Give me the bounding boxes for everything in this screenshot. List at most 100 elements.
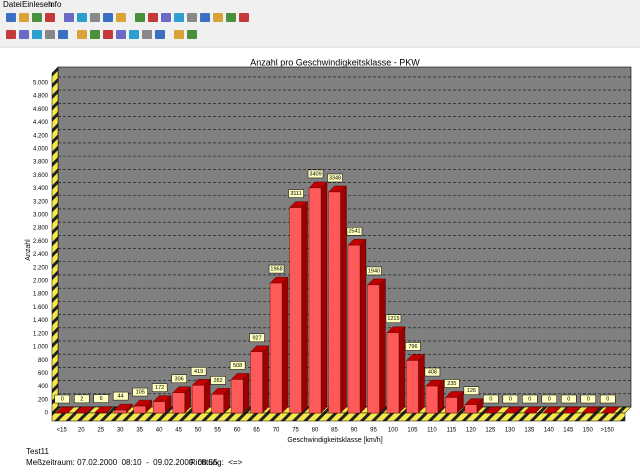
- toolbar-button[interactable]: [103, 13, 113, 22]
- toolbar-button[interactable]: [187, 13, 197, 22]
- toolbar-button[interactable]: [187, 30, 197, 39]
- toolbar-button[interactable]: [155, 30, 165, 39]
- x-tick-label: 35: [136, 428, 143, 434]
- value-label: 0: [528, 396, 531, 402]
- bar-top: [503, 406, 523, 414]
- value-label-box: [424, 367, 441, 377]
- toolbar: [6, 13, 249, 39]
- value-label: 6: [100, 396, 103, 402]
- bar: [445, 397, 458, 414]
- y-tick-label: 3.200: [33, 199, 49, 205]
- value-label-box: [54, 394, 70, 404]
- menu-item[interactable]: Datei: [3, 0, 22, 9]
- x-tick-label: 140: [544, 428, 555, 434]
- toolbar-button[interactable]: [90, 30, 100, 39]
- y-tick-label: 1.400: [33, 318, 49, 324]
- x-tick-label: 45: [175, 428, 182, 434]
- footer-period: Meßzeitraum: 07.02.2000 08:10 - 09.02.20…: [26, 458, 218, 467]
- bar: [152, 401, 166, 414]
- toolbar-button[interactable]: [142, 30, 152, 39]
- toolbar-button[interactable]: [161, 13, 171, 22]
- toolbar-button[interactable]: [19, 13, 29, 22]
- toolbar-button[interactable]: [116, 13, 126, 22]
- toolbar-button[interactable]: [90, 13, 100, 22]
- toolbar-button[interactable]: [6, 13, 16, 22]
- toolbar-button[interactable]: [32, 13, 42, 22]
- bar: [328, 191, 341, 414]
- toolbar-button[interactable]: [174, 13, 184, 22]
- bar-top: [55, 406, 75, 414]
- bar-side: [340, 185, 347, 414]
- value-label: 419: [194, 369, 203, 375]
- x-tick-label: 70: [273, 428, 280, 434]
- value-label: 0: [567, 396, 570, 402]
- x-tick-label: 75: [292, 428, 299, 434]
- value-label-box: [190, 367, 207, 376]
- value-label-box: [171, 374, 187, 384]
- value-label-box: [307, 169, 324, 179]
- toolbar-button[interactable]: [226, 13, 236, 22]
- menu-item[interactable]: Einlesen: [22, 0, 53, 9]
- value-label: 0: [548, 396, 551, 402]
- toolbar-button[interactable]: [19, 30, 29, 39]
- value-label-box: [366, 266, 382, 276]
- toolbar-button[interactable]: [45, 30, 55, 39]
- value-label: 126: [467, 388, 476, 394]
- bar-side: [242, 372, 250, 414]
- y-tick-label: 5.000: [33, 80, 49, 86]
- x-tick-label: <15: [57, 428, 68, 434]
- toolbar-button[interactable]: [129, 30, 139, 39]
- value-label-box: [483, 394, 499, 404]
- x-tick-label: 80: [312, 428, 319, 434]
- menu-item[interactable]: Info: [48, 0, 62, 9]
- x-tick-label: 20: [78, 428, 85, 434]
- bar-top: [542, 406, 562, 414]
- toolbar-button[interactable]: [135, 13, 145, 22]
- bar-side: [320, 181, 328, 414]
- toolbar-button[interactable]: [239, 13, 249, 22]
- y-tick-label: 3.800: [33, 160, 49, 166]
- y-tick-label: 4.800: [33, 94, 49, 100]
- value-label: 408: [428, 370, 437, 376]
- y-tick-label: 4.400: [33, 120, 49, 126]
- toolbar-button[interactable]: [45, 13, 55, 22]
- y-tick-label: 1.800: [33, 292, 49, 298]
- bar-side: [281, 276, 289, 414]
- y-tick-label: 4.200: [33, 133, 49, 139]
- value-label: 0: [489, 396, 492, 402]
- toolbar-button[interactable]: [6, 30, 16, 39]
- toolbar-button[interactable]: [148, 13, 158, 22]
- value-label-box: [268, 264, 285, 274]
- value-label-box: [580, 394, 597, 404]
- value-label: 2541: [348, 229, 360, 235]
- value-label: 3409: [309, 171, 321, 177]
- toolbar-button[interactable]: [174, 30, 184, 39]
- value-label-box: [463, 386, 480, 395]
- value-label: 1968: [270, 267, 282, 273]
- toolbar-button[interactable]: [200, 13, 210, 22]
- x-tick-label: 150: [583, 428, 594, 434]
- bar-side: [418, 353, 425, 414]
- x-axis-label: Geschwindigkeitsklasse [km/h]: [287, 437, 382, 444]
- toolbar-button[interactable]: [77, 13, 87, 22]
- toolbar-button[interactable]: [213, 13, 223, 22]
- x-tick-label: 60: [234, 428, 241, 434]
- left-wall: [51, 66, 59, 414]
- value-label: 0: [61, 396, 64, 402]
- toolbar-button[interactable]: [58, 30, 68, 39]
- toolbar-button[interactable]: [77, 30, 87, 39]
- y-tick-label: 1.000: [33, 345, 49, 351]
- toolbar-button[interactable]: [116, 30, 126, 39]
- bar: [113, 409, 127, 414]
- x-tick-label: 95: [370, 428, 377, 434]
- x-tick-label: 110: [427, 428, 437, 434]
- toolbar-button[interactable]: [64, 13, 74, 22]
- value-label-box: [502, 394, 519, 404]
- x-tick-label: >150: [601, 428, 615, 434]
- toolbar-button[interactable]: [32, 30, 42, 39]
- toolbar-button[interactable]: [103, 30, 113, 39]
- y-tick-label: 3.400: [33, 186, 49, 192]
- bar-top: [581, 406, 601, 414]
